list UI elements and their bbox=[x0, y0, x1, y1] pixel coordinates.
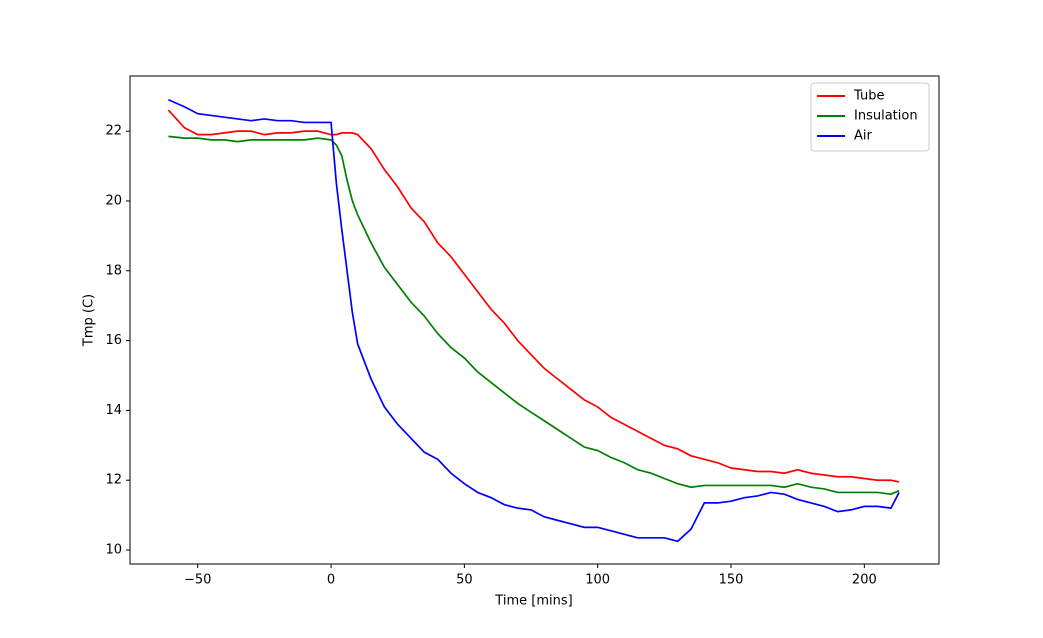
y-tick-label: 10 bbox=[105, 543, 122, 558]
x-tick-label: 50 bbox=[456, 573, 473, 588]
x-axis-label: Time [mins] bbox=[494, 594, 572, 609]
line-series bbox=[168, 98, 900, 543]
y-tick-label: 12 bbox=[105, 473, 122, 488]
x-tick-label: −50 bbox=[184, 573, 211, 588]
x-tick-label: 0 bbox=[327, 573, 335, 588]
legend-box bbox=[810, 82, 930, 152]
y-tick-label: 18 bbox=[105, 263, 122, 278]
x-tick-label: 150 bbox=[719, 573, 744, 588]
line-series bbox=[167, 109, 900, 483]
legend: Tube Insulation Air bbox=[810, 82, 930, 152]
legend-label: Insulation bbox=[854, 109, 918, 124]
y-tick-label: 14 bbox=[105, 403, 122, 418]
legend-label: Air bbox=[854, 129, 873, 144]
x-tick-label: 100 bbox=[585, 573, 610, 588]
y-axis-label: Tmp (C) bbox=[82, 294, 97, 347]
y-tick-label: 20 bbox=[105, 193, 122, 208]
y-tick-label: 22 bbox=[105, 124, 122, 139]
x-tick-label: 200 bbox=[852, 573, 877, 588]
y-tick-label: 16 bbox=[105, 333, 122, 348]
plot-frame bbox=[129, 75, 940, 565]
line-series bbox=[168, 135, 900, 496]
legend-label: Tube bbox=[853, 89, 884, 104]
